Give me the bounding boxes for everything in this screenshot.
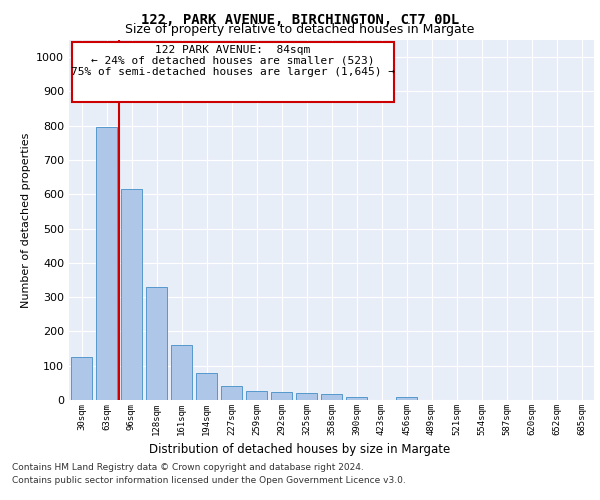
Text: Contains public sector information licensed under the Open Government Licence v3: Contains public sector information licen… (12, 476, 406, 485)
Bar (271, 392, 292, 400)
Text: 122 PARK AVENUE:  84sqm: 122 PARK AVENUE: 84sqm (155, 44, 310, 54)
Y-axis label: Number of detached properties: Number of detached properties (20, 132, 31, 308)
Bar (171, 345, 192, 400)
Bar (321, 394, 342, 400)
Text: 75% of semi-detached houses are larger (1,645) →: 75% of semi-detached houses are larger (… (71, 66, 395, 76)
Text: 122, PARK AVENUE, BIRCHINGTON, CT7 0DL: 122, PARK AVENUE, BIRCHINGTON, CT7 0DL (141, 12, 459, 26)
Bar (196, 374, 217, 400)
Bar (121, 189, 142, 400)
Text: Distribution of detached houses by size in Margate: Distribution of detached houses by size … (149, 442, 451, 456)
Bar (246, 390, 267, 400)
Bar (221, 386, 242, 400)
Bar (96, 128, 117, 400)
Bar (71, 357, 92, 400)
Text: Contains HM Land Registry data © Crown copyright and database right 2024.: Contains HM Land Registry data © Crown c… (12, 464, 364, 472)
Bar (296, 393, 317, 400)
Bar (346, 398, 367, 400)
Bar (146, 287, 167, 400)
Text: ← 24% of detached houses are smaller (523): ← 24% of detached houses are smaller (52… (91, 56, 374, 66)
Bar (71, 42, 394, 102)
Text: Size of property relative to detached houses in Margate: Size of property relative to detached ho… (125, 22, 475, 36)
Bar (396, 396, 417, 400)
